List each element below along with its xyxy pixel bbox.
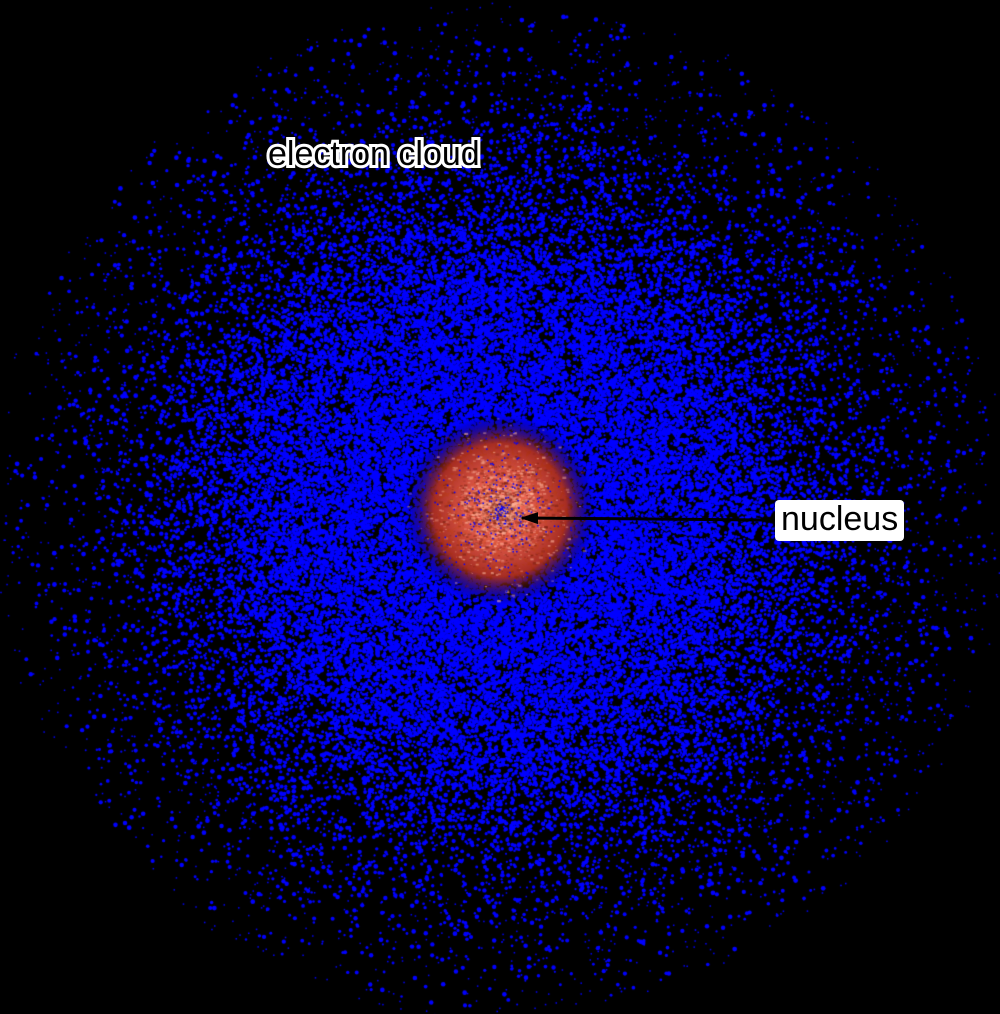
atom-canvas (0, 0, 1000, 1014)
diagram-root: electron cloud electron cloud nucleus (0, 0, 1000, 1014)
